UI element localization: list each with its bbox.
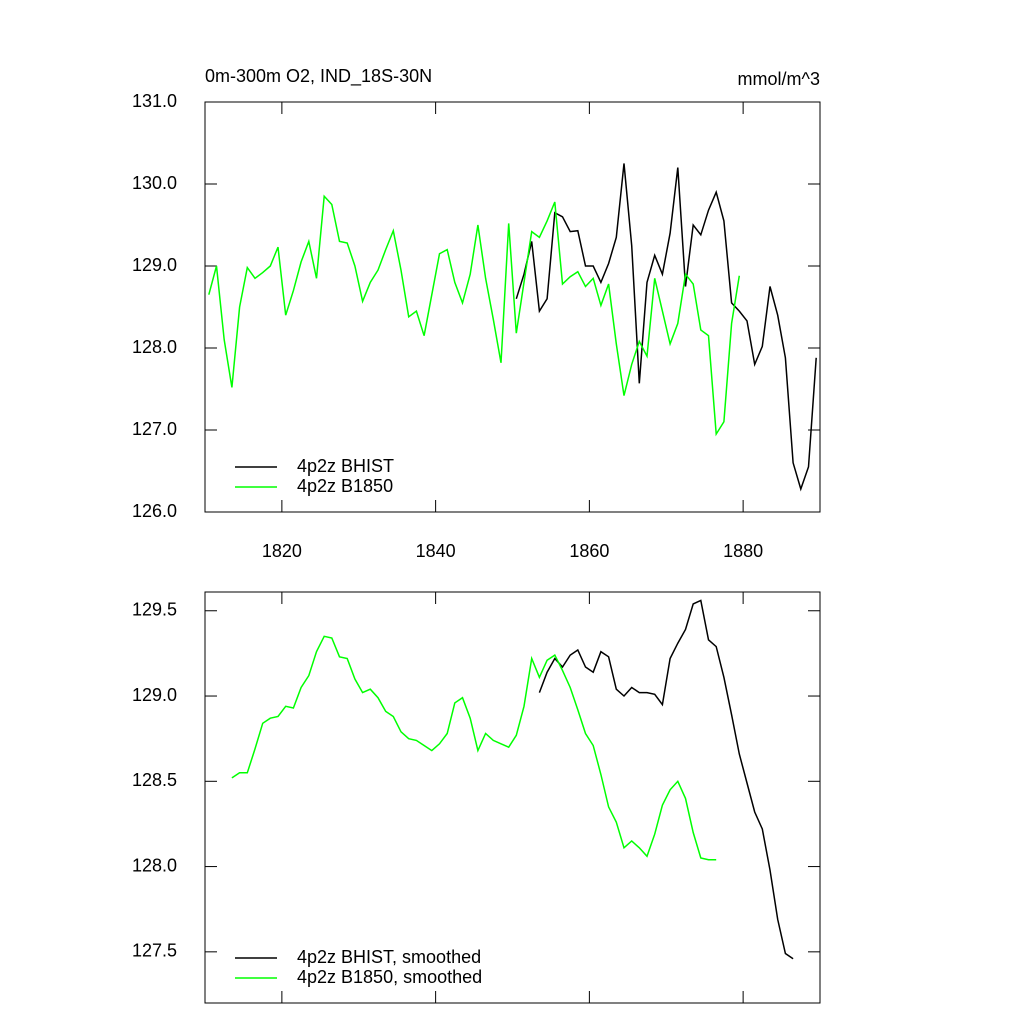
legend-label: 4p2z B1850, smoothed	[297, 967, 482, 987]
y-tick-label: 127.0	[132, 419, 177, 439]
legend-label: 4p2z BHIST	[297, 456, 394, 476]
y-tick-label: 126.0	[132, 501, 177, 521]
series-line	[515, 163, 817, 492]
y-tick-label: 129.0	[132, 255, 177, 275]
y-tick-label: 129.0	[132, 685, 177, 705]
x-tick-label: 1860	[569, 541, 609, 561]
x-tick-label: 1880	[723, 541, 763, 561]
y-tick-label: 128.0	[132, 337, 177, 357]
series-line	[231, 635, 717, 861]
y-tick-label: 131.0	[132, 91, 177, 111]
plot-frame	[204, 591, 821, 1004]
series-line	[538, 599, 794, 960]
x-tick-label: 1840	[416, 541, 456, 561]
legend-label: 4p2z B1850	[297, 476, 393, 496]
y-tick-label: 128.5	[132, 770, 177, 790]
legend-label: 4p2z BHIST, smoothed	[297, 947, 481, 967]
units-label: mmol/m^3	[738, 69, 820, 89]
chart-title: 0m-300m O2, IND_18S-30N	[205, 66, 432, 87]
series-line	[208, 194, 741, 437]
y-tick-label: 129.5	[132, 600, 177, 620]
y-tick-label: 128.0	[132, 855, 177, 875]
x-tick-label: 1820	[262, 541, 302, 561]
y-tick-label: 127.5	[132, 941, 177, 961]
y-tick-label: 130.0	[132, 173, 177, 193]
plot-frame	[204, 101, 821, 513]
